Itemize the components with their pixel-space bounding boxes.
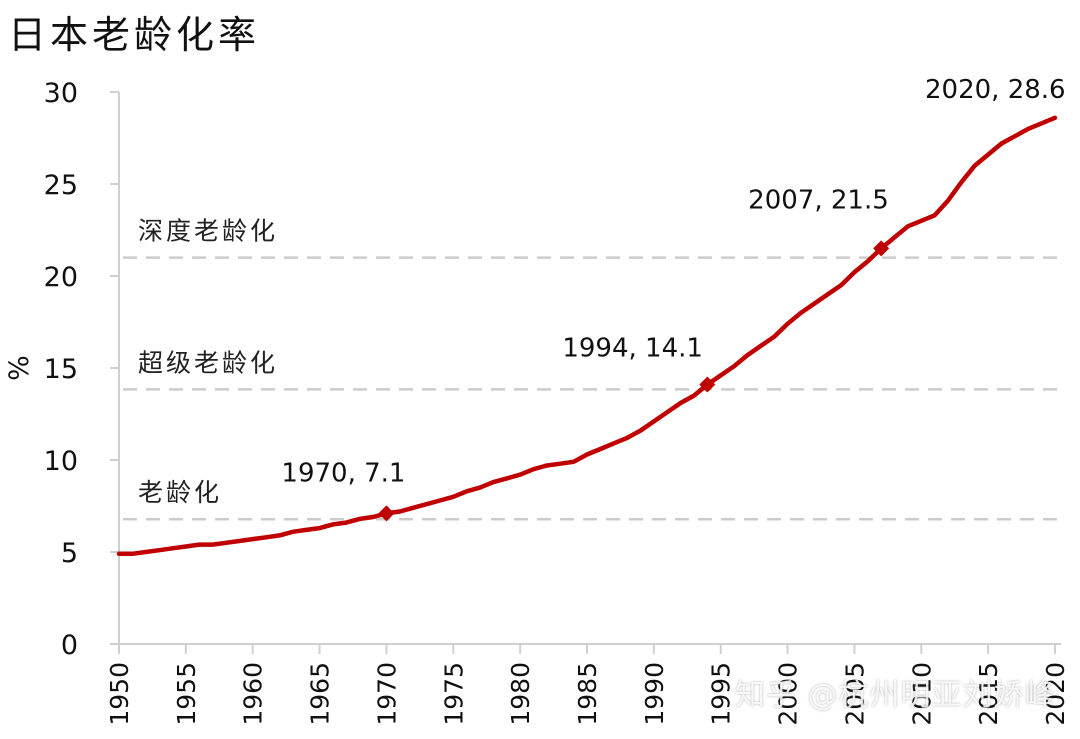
reference-lines: 老龄化 超级老龄化 深度老龄化 — [123, 217, 1065, 521]
x-tick-label: 1970 — [372, 662, 401, 726]
y-tick-label: 15 — [44, 354, 78, 385]
x-tick-label: 1980 — [506, 662, 535, 726]
x-tick-label: 2020 — [1041, 662, 1070, 726]
x-tick-label: 1955 — [172, 662, 201, 726]
y-tick-label: 20 — [44, 262, 78, 293]
x-tick-label: 2015 — [974, 662, 1003, 726]
data-label: 1994, 14.1 — [562, 334, 703, 364]
y-tick-label: 5 — [61, 538, 78, 569]
diamond-marker-icon — [699, 376, 716, 393]
data-label: 2007, 21.5 — [748, 185, 889, 215]
data-label: 1970, 7.1 — [281, 458, 405, 488]
y-tick-label: 10 — [44, 446, 78, 477]
diamond-marker-icon — [873, 240, 890, 257]
x-tick-label: 1965 — [306, 662, 335, 726]
diamond-marker-icon — [378, 505, 395, 522]
y-axis-label: % — [4, 355, 35, 381]
x-tick-label: 1960 — [239, 662, 268, 726]
y-tick-label: 0 — [61, 630, 78, 661]
x-tick-label: 1990 — [640, 662, 669, 726]
data-label: 2020, 28.6 — [925, 75, 1066, 105]
chart-title: 日本老龄化率 — [8, 13, 261, 57]
y-axis-ticks: 0 5 10 15 20 25 30 — [44, 78, 119, 661]
x-tick-label: 2000 — [774, 662, 803, 726]
reference-label: 深度老龄化 — [138, 217, 278, 246]
x-tick-label: 1975 — [439, 662, 468, 726]
data-annotations: 1970, 7.1 1994, 14.1 2007, 21.5 2020, 28.6 — [281, 75, 1065, 489]
x-tick-label: 1995 — [707, 662, 736, 726]
x-tick-label: 1985 — [573, 662, 602, 726]
x-tick-label: 2010 — [907, 662, 936, 726]
reference-label: 超级老龄化 — [138, 348, 278, 377]
x-axis-ticks: 1950 1955 1960 1965 1970 1975 1980 1985 1990 1995… — [105, 644, 1070, 726]
x-tick-label: 2005 — [840, 662, 869, 726]
reference-label: 老龄化 — [138, 478, 222, 507]
watermark: 知乎 @杭州明亚刘娇峰 — [735, 678, 1056, 713]
x-tick-label: 1950 — [105, 662, 134, 726]
data-markers — [378, 240, 890, 522]
series-line — [116, 115, 1058, 557]
y-tick-label: 25 — [44, 170, 78, 201]
y-tick-label: 30 — [44, 78, 78, 109]
